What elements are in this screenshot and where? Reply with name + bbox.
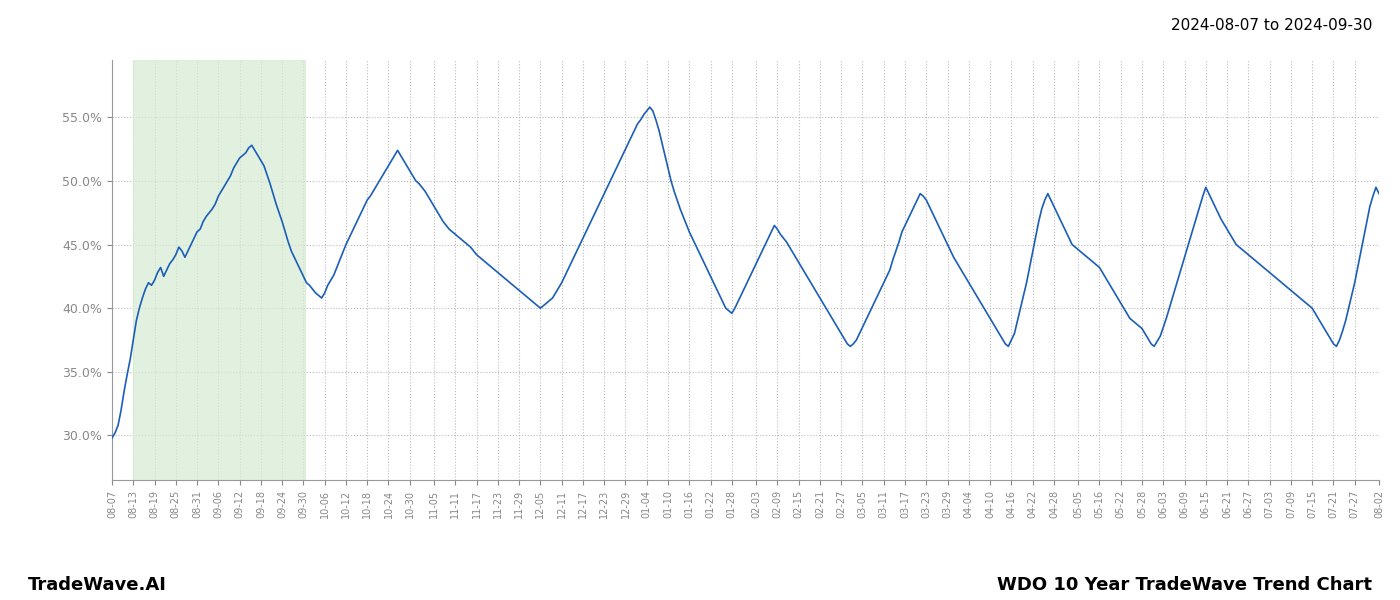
Text: TradeWave.AI: TradeWave.AI [28, 576, 167, 594]
Bar [133, 60, 305, 480]
Text: 2024-08-07 to 2024-09-30: 2024-08-07 to 2024-09-30 [1170, 18, 1372, 33]
Text: WDO 10 Year TradeWave Trend Chart: WDO 10 Year TradeWave Trend Chart [997, 576, 1372, 594]
